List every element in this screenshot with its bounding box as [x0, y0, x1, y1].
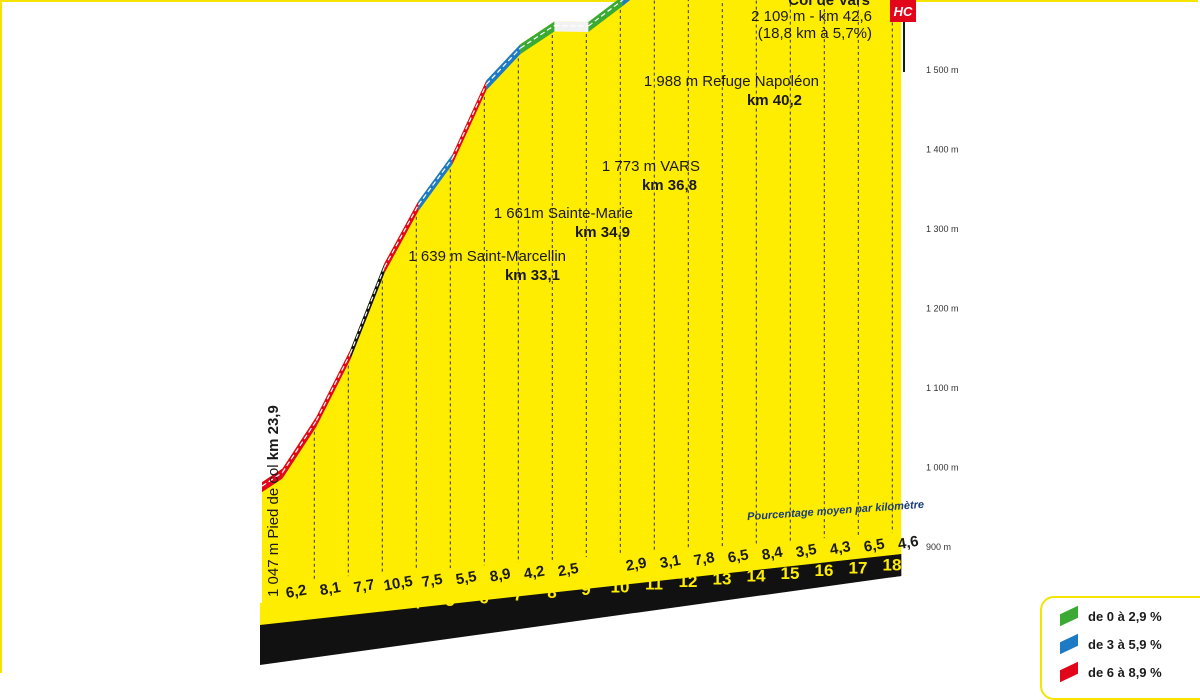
- km-tick-label: 12: [679, 572, 698, 591]
- km-tick-label: 8: [547, 583, 556, 602]
- km-tick-label: 18: [883, 556, 902, 575]
- km-gradient-label: 5,5: [454, 568, 477, 588]
- km-tick-label: 14: [747, 567, 766, 586]
- km-gradient-label: 7,5: [420, 571, 443, 591]
- y-tick-label: 1 500 m: [926, 65, 959, 75]
- legend-item-red: de 6 à 8,9 %: [1060, 662, 1162, 682]
- km-tick-label: 17: [849, 558, 868, 577]
- legend-label: de 3 à 5,9 %: [1088, 637, 1162, 652]
- legend-label: de 0 à 2,9 %: [1088, 609, 1162, 624]
- summit-info: 2 109 m - km 42,6: [751, 8, 872, 25]
- km-gradient-label: 8,1: [318, 579, 341, 599]
- waypoint-saint-marcellin-name: 1 639 m Saint-Marcellin: [408, 248, 566, 265]
- km-tick-label: 13: [713, 569, 732, 588]
- waypoint-sainte-marie-km: km 34,9: [575, 224, 630, 241]
- start-label-km: km 23,9: [265, 405, 282, 460]
- km-tick-label: 3: [377, 596, 386, 615]
- km-tick-label: 10: [611, 577, 630, 596]
- legend-item-green: de 0 à 2,9 %: [1060, 606, 1162, 626]
- km-tick-label: 15: [781, 564, 800, 583]
- legend-label: de 6 à 8,9 %: [1088, 665, 1162, 680]
- legend-item-blue: de 3 à 5,9 %: [1060, 634, 1162, 654]
- waypoint-refuge-km: km 40,2: [747, 92, 802, 109]
- km-gradient-label: 2,9: [624, 554, 647, 574]
- km-gradient-label: 6,5: [862, 535, 885, 555]
- km-gradient-label: 6,5: [726, 546, 749, 566]
- waypoint-vars-km: km 36,8: [642, 177, 697, 194]
- km-gradient-label: 4,2: [522, 563, 545, 583]
- km-tick-label: 6: [479, 588, 488, 607]
- y-tick-label: 1 100 m: [926, 383, 959, 393]
- summit-grade: (18,8 km à 5,7%): [758, 25, 872, 42]
- waypoint-refuge-name: 1 988 m Refuge Napoléon: [644, 73, 819, 90]
- waypoint-vars-name: 1 773 m VARS: [602, 158, 700, 175]
- km-gradient-label: 7,7: [352, 576, 375, 596]
- waypoint-sainte-marie-name: 1 661m Sainte-Marie: [494, 205, 633, 222]
- y-tick-label: 1 000 m: [926, 463, 959, 473]
- km-tick-label: 5: [445, 591, 454, 610]
- start-label: 1 047 m Pied de col km 23,9: [265, 405, 282, 597]
- gradient-segment: [554, 22, 588, 32]
- legend-swatch-blue: [1060, 634, 1078, 654]
- km-tick-label: 16: [815, 561, 834, 580]
- legend-swatch-green: [1060, 606, 1078, 626]
- km-gradient-label: 7,8: [692, 549, 715, 569]
- km-tick-label: 1: [309, 602, 318, 621]
- start-label-text: 1 047 m Pied de col: [265, 460, 282, 597]
- km-tick-label: 2: [343, 599, 352, 618]
- summit-flag-pole: [903, 22, 905, 72]
- km-gradient-label: 3,1: [658, 552, 681, 572]
- km-gradient-label: 8,9: [488, 565, 511, 585]
- y-tick-label: 900 m: [926, 542, 951, 552]
- km-gradient-label: 4,3: [828, 538, 851, 558]
- km-tick-label: 11: [645, 575, 663, 594]
- y-tick-label: 1 300 m: [926, 224, 959, 234]
- gradient-legend: de 0 à 2,9 % de 3 à 5,9 % de 6 à 8,9 %: [1040, 596, 1200, 700]
- km-gradient-label: 2,5: [556, 560, 579, 580]
- km-gradient-label: 3,5: [794, 541, 817, 561]
- y-tick-label: 1 200 m: [926, 304, 959, 314]
- km-gradient-label: 4,6: [896, 533, 919, 553]
- legend-swatch-red: [1060, 662, 1078, 682]
- waypoint-saint-marcellin-km: km 33,1: [505, 267, 560, 284]
- y-tick-label: 1 400 m: [926, 145, 959, 155]
- profile-area: [262, 0, 901, 615]
- km-gradient-label: 6,2: [284, 582, 307, 602]
- km-tick-label: 7: [513, 586, 522, 605]
- km-tick-label: 4: [411, 594, 421, 613]
- hc-category-badge: HC: [890, 0, 916, 22]
- km-tick-label: 9: [581, 580, 590, 599]
